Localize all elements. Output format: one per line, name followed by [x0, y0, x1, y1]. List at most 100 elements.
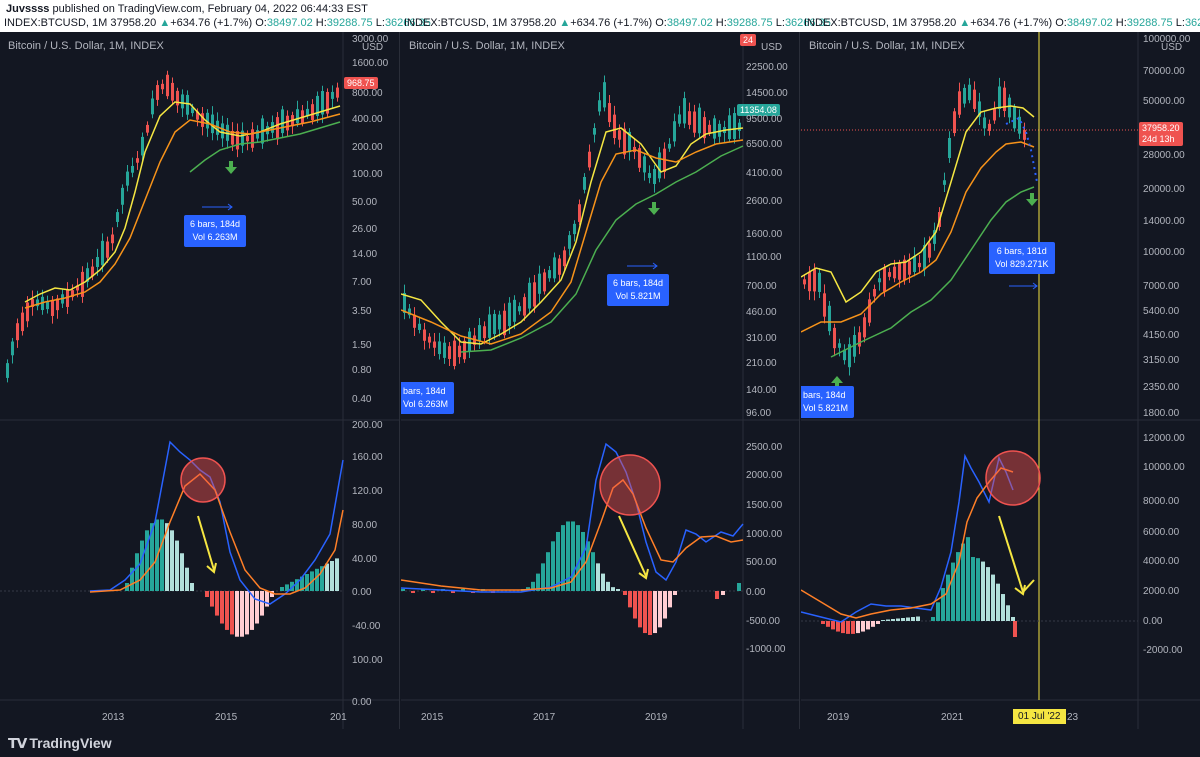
- candle: [296, 109, 299, 124]
- candle: [26, 302, 29, 322]
- histogram-bar: [916, 616, 920, 621]
- price-tick: 20000.00: [1143, 184, 1185, 195]
- currency-label[interactable]: USD: [362, 42, 384, 53]
- candle: [848, 344, 851, 368]
- candle: [828, 305, 831, 332]
- measure-volume: Vol 6.263M: [192, 232, 238, 242]
- chart-panel-1[interactable]: Bitcoin / U.S. Dollar, 1M, INDEX 3000.00…: [0, 32, 400, 729]
- candle: [443, 342, 446, 358]
- macd-tick: 80.00: [352, 520, 378, 531]
- candle: [968, 84, 971, 101]
- candle: [196, 111, 199, 120]
- candle: [211, 114, 214, 134]
- macd-tick: 120.00: [352, 486, 383, 497]
- histogram-bar: [991, 574, 995, 621]
- histogram-bar: [1001, 594, 1005, 621]
- histogram-bar: [715, 591, 719, 599]
- histogram-bar: [737, 583, 741, 591]
- candle: [588, 151, 591, 168]
- candle: [948, 138, 951, 158]
- chart-panel-2[interactable]: Bitcoin / U.S. Dollar, 1M, INDEX 24 USD …: [401, 32, 800, 729]
- candle: [31, 299, 34, 307]
- chart-canvas-1[interactable]: [0, 32, 400, 729]
- histogram-bar: [911, 617, 915, 621]
- histogram-bar: [561, 525, 565, 591]
- histogram-bar: [566, 521, 570, 591]
- candle: [878, 278, 881, 283]
- histogram-bar: [856, 621, 860, 634]
- candle: [718, 123, 721, 137]
- candle: [598, 100, 601, 112]
- candle: [121, 187, 124, 205]
- macd-tick: 2500.00: [746, 442, 783, 453]
- price-tick: 1100.00: [746, 252, 782, 263]
- histogram-bar: [951, 562, 955, 621]
- candle: [618, 130, 621, 140]
- histogram-bar: [866, 621, 870, 630]
- ma-slow-line: [460, 145, 744, 353]
- candle: [423, 329, 426, 341]
- histogram-bar: [210, 591, 214, 607]
- time-tick: 2015: [215, 712, 238, 723]
- chart-panel-3[interactable]: Bitcoin / U.S. Dollar, 1M, INDEX 100000.…: [801, 32, 1200, 729]
- symbol-label[interactable]: INDEX:BTCUSD, 1M: [404, 17, 508, 29]
- candle: [583, 176, 586, 190]
- histogram-bar: [240, 591, 244, 637]
- histogram-bar: [265, 591, 269, 607]
- brand-logo[interactable]: 𝗧𝗩 TradingView: [8, 735, 112, 752]
- price-tick: 1800.00: [1143, 408, 1180, 419]
- l-label: L:: [375, 17, 385, 29]
- chart-canvas-3[interactable]: [801, 32, 1200, 729]
- candle: [633, 146, 636, 153]
- histogram-bar: [616, 589, 620, 591]
- measure-label[interactable]: 6 bars, 184d Vol 5.821M: [607, 274, 670, 306]
- candle: [241, 130, 244, 146]
- candle: [21, 312, 24, 332]
- measure-label[interactable]: 6 bars, 181d Vol 829.271K: [989, 242, 1055, 274]
- histogram-bar: [871, 621, 875, 627]
- measure-volume: Vol 6.263M: [403, 399, 449, 409]
- candle: [628, 131, 631, 153]
- candle: [623, 128, 626, 155]
- candle: [101, 240, 104, 266]
- histogram-bar: [966, 537, 970, 621]
- candle: [156, 85, 159, 100]
- measure-label-partial[interactable]: bars, 184d Vol 6.263M: [401, 382, 455, 414]
- symbol-label[interactable]: INDEX:BTCUSD, 1M: [4, 17, 108, 29]
- up-arrow-icon: [831, 376, 843, 389]
- candle: [918, 262, 921, 268]
- histogram-bar: [906, 617, 910, 621]
- publisher-name[interactable]: Juvssss: [6, 3, 50, 15]
- candles-group: [803, 77, 1026, 376]
- histogram-bar: [546, 552, 550, 591]
- candle: [1003, 87, 1006, 112]
- price-tick: 10000.00: [1143, 247, 1185, 258]
- candle: [181, 94, 184, 109]
- candle: [573, 223, 576, 235]
- trend-arrow-icon: [998, 515, 1035, 596]
- histogram-bar: [255, 591, 259, 624]
- signal-line: [401, 478, 744, 591]
- candle: [46, 301, 49, 310]
- macd-tick: 100.00: [352, 655, 383, 666]
- tradingview-logo-icon: 𝗧𝗩: [8, 735, 27, 751]
- change-value: +634.76 (+1.7%): [170, 17, 253, 29]
- currency-label[interactable]: USD: [1161, 42, 1183, 53]
- symbol-label[interactable]: INDEX:BTCUSD, 1M: [804, 17, 908, 29]
- macd-tick: 0.00: [352, 587, 372, 598]
- currency-label[interactable]: USD: [761, 42, 783, 53]
- histogram-bar: [876, 621, 880, 624]
- candle: [843, 349, 846, 361]
- time-tick: 2017: [533, 712, 556, 723]
- candle: [563, 250, 566, 267]
- chart-canvas-2[interactable]: [401, 32, 800, 729]
- projection-dotted-line: [1005, 116, 1038, 183]
- measure-label-partial[interactable]: bars, 184d Vol 5.821M: [801, 386, 855, 418]
- price-tick: 400.00: [352, 114, 383, 125]
- macd-tick: 6000.00: [1143, 527, 1180, 538]
- measure-label[interactable]: 6 bars, 184d Vol 6.263M: [184, 215, 247, 247]
- candle: [698, 107, 701, 134]
- brand-name: TradingView: [29, 735, 112, 751]
- candle: [161, 83, 164, 90]
- histogram-bar: [180, 553, 184, 591]
